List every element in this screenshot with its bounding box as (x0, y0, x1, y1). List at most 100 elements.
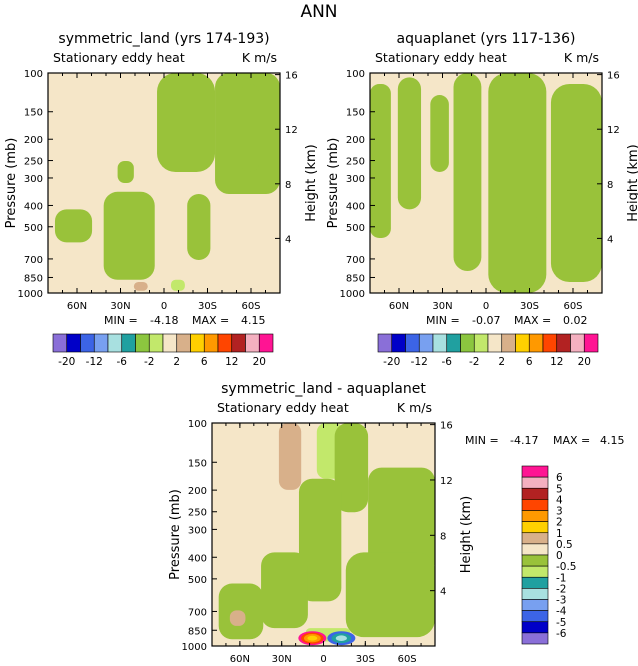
panel-1: symmetric_land (yrs 174-193) Stationary e… (4, 31, 319, 368)
contour-region (345, 552, 435, 638)
x-tick-label: 30N (110, 301, 130, 312)
colorbar-label: -20 (58, 356, 75, 368)
min-value: -4.17 (510, 434, 538, 447)
y-tick-label: 200 (346, 135, 365, 146)
y-tick-label: 100 (188, 419, 207, 430)
contour-region (550, 84, 602, 282)
colorbar-swatch (377, 333, 393, 353)
colorbar-swatch (135, 333, 150, 353)
colorbar-label: 4 (556, 494, 563, 506)
colorbar-swatch (521, 576, 549, 589)
y2-tick-label: 8 (607, 180, 613, 191)
colorbar-swatch (521, 554, 549, 567)
colorbar-swatch (121, 333, 136, 353)
contour-region (298, 478, 342, 602)
y-axis-label: Pressure (mb) (326, 138, 341, 229)
colorbar-swatch (521, 610, 549, 623)
max-label: MAX = (514, 314, 551, 327)
y2-tick-label: 16 (285, 71, 298, 82)
colorbar-swatch (391, 333, 406, 353)
y-tick-label: 700 (346, 255, 365, 266)
y2-tick-label: 16 (607, 71, 620, 82)
y-tick-label: 250 (188, 508, 207, 519)
colorbar-swatch (521, 599, 549, 611)
colorbar-label: 2 (556, 517, 563, 529)
colorbar-swatch (521, 532, 549, 545)
contour-region (430, 95, 449, 172)
colorbar-swatch (542, 333, 558, 353)
colorbar-label: 6 (556, 472, 563, 484)
colorbar-swatch (528, 333, 544, 353)
y2-axis-label: Height (km) (626, 144, 638, 221)
x-tick-label: 60S (563, 301, 582, 312)
panel-subtitle-left: Stationary eddy heat (53, 50, 185, 65)
panel-2: aquaplanet (yrs 117-136) Stationary eddy … (326, 31, 638, 368)
panel-title: symmetric_land - aquaplanet (221, 381, 426, 397)
y-tick-label: 300 (188, 525, 207, 536)
colorbar-swatch (521, 632, 549, 645)
contour-region (117, 161, 134, 183)
colorbar-swatch (521, 499, 549, 511)
contour-region (157, 73, 216, 172)
contour-region (261, 552, 308, 629)
contour-region (103, 191, 155, 280)
min-label: MIN = (426, 314, 460, 327)
y-tick-label: 150 (188, 458, 207, 469)
colorbar-swatch (521, 510, 549, 522)
y-axis-label: Pressure (mb) (4, 138, 19, 229)
colorbar-label: -12 (411, 356, 428, 368)
y-tick-label: 500 (188, 575, 207, 586)
colorbar-swatch (217, 333, 233, 353)
colorbar-label: 3 (556, 506, 563, 518)
y-tick-label: 150 (346, 108, 365, 119)
min-label: MIN = (465, 434, 499, 447)
y-tick-label: 400 (346, 201, 365, 212)
x-tick-label: 0 (161, 301, 167, 312)
y-tick-label: 500 (346, 223, 365, 234)
y-tick-label: 250 (24, 157, 43, 168)
colorbar-swatch (203, 333, 219, 353)
contour-region (334, 423, 369, 513)
colorbar-label: 1 (556, 528, 563, 540)
colorbar-label: 2 (498, 356, 505, 368)
colorbar-label: -2 (556, 583, 566, 595)
colorbar-swatch (521, 543, 549, 556)
y-tick-label: 850 (346, 273, 365, 284)
contour-region (278, 423, 302, 490)
x-tick-label: 30S (198, 301, 217, 312)
min-value: -4.18 (150, 314, 178, 327)
contour-region (240, 84, 260, 172)
y-tick-label: 250 (346, 157, 365, 168)
contour-region (370, 84, 391, 238)
y-tick-label: 300 (346, 174, 365, 185)
colorbar-label: -0.5 (556, 561, 577, 573)
panel-subtitle-right: K m/s (242, 50, 277, 65)
colorbar-swatch (52, 333, 68, 353)
x-tick-label: 0 (483, 301, 489, 312)
x-tick-label: 30N (432, 301, 452, 312)
colorbar-swatch (405, 333, 420, 353)
contour-region (453, 73, 482, 271)
y-tick-label: 850 (24, 273, 43, 284)
max-value: 4.15 (241, 314, 266, 327)
colorbar-label: 20 (578, 356, 591, 368)
colorbar-label: 0.5 (556, 539, 573, 551)
colorbar-label: 5 (556, 483, 563, 495)
colorbar-swatch (556, 333, 571, 353)
contour-region (397, 77, 422, 210)
y-tick-label: 300 (24, 174, 43, 185)
colorbar-label: 12 (550, 356, 563, 368)
x-tick-label: 30N (272, 654, 292, 665)
page-title: ANN (300, 2, 337, 22)
x-tick-label: 60S (241, 301, 260, 312)
colorbar-swatch (432, 333, 448, 353)
colorbar-swatch (418, 333, 434, 353)
colorbar-label: -6 (442, 356, 453, 368)
y2-tick-label: 12 (440, 476, 453, 487)
colorbar-swatch (446, 333, 461, 353)
colorbar-swatch (521, 565, 549, 578)
x-tick-label: 60N (67, 301, 87, 312)
colorbar-swatch (521, 521, 549, 534)
contour-region (170, 279, 185, 291)
